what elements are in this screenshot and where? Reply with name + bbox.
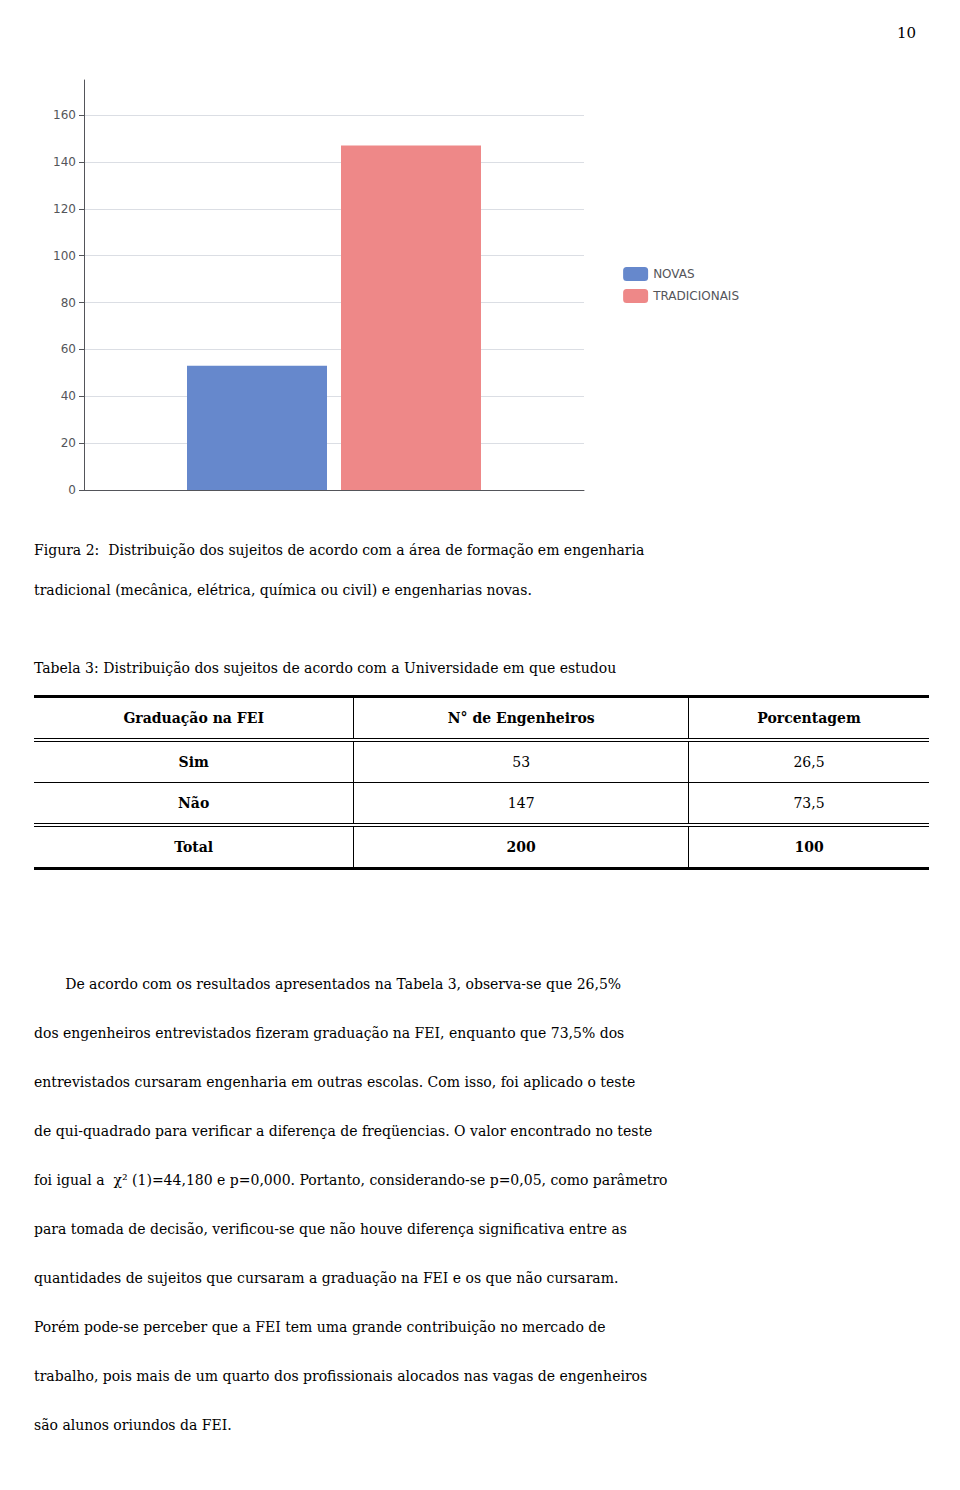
html-text:Figura 2: Distribuição dos suj: Figura 2: Distribuição dos sujeitos de a… [34,542,645,558]
html-text:Não: Não [178,795,210,811]
html-text:são alunos oriundos da FEI.: são alunos oriundos da FEI. [34,1417,232,1433]
svg-text:120: 120 [53,202,76,216]
svg-text:20: 20 [61,436,76,450]
html-text:N° de Engenheiros: N° de Engenheiros [447,710,595,726]
svg-text:100: 100 [53,249,76,263]
svg-text:140: 140 [53,155,76,169]
html-text:Graduação na FEI: Graduação na FEI [123,710,264,726]
html-text:Porcentagem: Porcentagem [757,710,861,726]
html-text:Sim: Sim [178,754,209,770]
svg-text:NOVAS: NOVAS [653,267,694,281]
html-text:tradicional (mecânica, elétric: tradicional (mecânica, elétrica, química… [34,582,532,598]
html-text:quantidades de sujeitos que cu: quantidades de sujeitos que cursaram a g… [34,1270,619,1286]
svg-text:80: 80 [61,296,76,310]
html-text:53: 53 [512,754,531,770]
html-text:Total: Total [174,839,214,855]
html-text:foi igual a χ² (1)=44,180 e p=: foi igual a χ² (1)=44,180 e p=0,000. Por… [34,1172,668,1188]
html-text:10: 10 [896,24,916,42]
html-text:147: 147 [507,795,535,811]
html-text:Porém pode-se perceber que a F: Porém pode-se perceber que a FEI tem uma… [34,1319,606,1335]
html-text:entrevistados cursaram engenha: entrevistados cursaram engenharia em out… [34,1074,636,1090]
html-text:de qui-quadrado para verificar: de qui-quadrado para verificar a diferen… [34,1123,653,1139]
html-text:Tabela 3: Distribuição dos suj: Tabela 3: Distribuição dos sujeitos de a… [34,660,617,676]
html-text:200: 200 [506,839,536,855]
html-text:100: 100 [794,839,824,855]
html-text:26,5: 26,5 [793,754,825,770]
html-text:para tomada de decisão, verifi: para tomada de decisão, verificou-se que… [34,1221,627,1237]
html-text:De acordo com os resultados ap: De acordo com os resultados apresentados… [34,976,622,992]
svg-text:0: 0 [68,483,76,497]
svg-text:TRADICIONAIS: TRADICIONAIS [652,289,739,303]
html-text:73,5: 73,5 [793,795,825,811]
svg-text:160: 160 [53,108,76,122]
html-text:trabalho, pois mais de um quar: trabalho, pois mais de um quarto dos pro… [34,1368,648,1384]
html-text:dos engenheiros entrevistados: dos engenheiros entrevistados fizeram gr… [34,1025,625,1041]
svg-text:60: 60 [61,342,76,356]
svg-text:40: 40 [61,389,76,403]
